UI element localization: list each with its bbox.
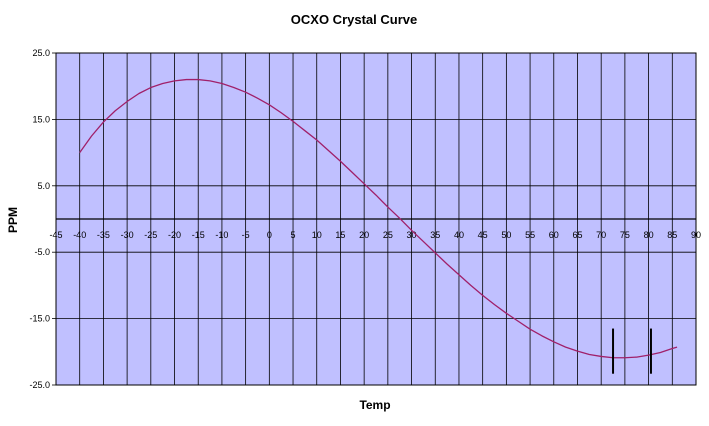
x-tick-label: 40	[454, 230, 464, 240]
x-tick-label: 15	[335, 230, 345, 240]
y-axis-title: PPM	[6, 207, 20, 233]
x-tick-label: -10	[215, 230, 228, 240]
x-tick-label: 30	[407, 230, 417, 240]
series-line	[79, 78, 678, 359]
x-tick-label: -25	[144, 230, 157, 240]
x-tick-label: 65	[572, 230, 582, 240]
x-tick-label: 35	[430, 230, 440, 240]
x-tick-label: 45	[478, 230, 488, 240]
x-tick-label: -20	[168, 230, 181, 240]
y-tick-label: 15.0	[32, 114, 50, 124]
x-tick-label: -45	[49, 230, 62, 240]
x-tick-label: 90	[691, 230, 701, 240]
x-tick-label: 50	[501, 230, 511, 240]
x-tick-label: 75	[620, 230, 630, 240]
x-tick-label: 25	[383, 230, 393, 240]
x-tick-label: 0	[267, 230, 272, 240]
plot-area: 25.0 15.0 5.0 -5.0 -15.0 -25.0 -45 -40 -35 -30 -25…	[29, 48, 701, 390]
x-tick-label: -35	[97, 230, 110, 240]
x-tick-label: 60	[549, 230, 559, 240]
y-tick-label: -5.0	[34, 247, 50, 257]
y-tick-label: -25.0	[29, 380, 50, 390]
x-axis-title: Temp	[359, 398, 390, 412]
chart-title: OCXO Crystal Curve	[291, 12, 417, 27]
y-tick-label: 25.0	[32, 48, 50, 58]
x-tick-label: 80	[644, 230, 654, 240]
plot-border	[55, 52, 697, 386]
x-tick-label: 10	[312, 230, 322, 240]
x-tick-label: -40	[73, 230, 86, 240]
x-tick-label: 70	[596, 230, 606, 240]
x-tick-label: 20	[359, 230, 369, 240]
x-tick-label: -15	[192, 230, 205, 240]
y-tick-label: -15.0	[29, 314, 50, 324]
x-tick-label: 5	[291, 230, 296, 240]
x-tick-label: -5	[242, 230, 250, 240]
y-tick-label: 5.0	[37, 181, 50, 191]
x-tick-label: -30	[121, 230, 134, 240]
x-tick-label: 55	[525, 230, 535, 240]
x-tick-label: 85	[667, 230, 677, 240]
